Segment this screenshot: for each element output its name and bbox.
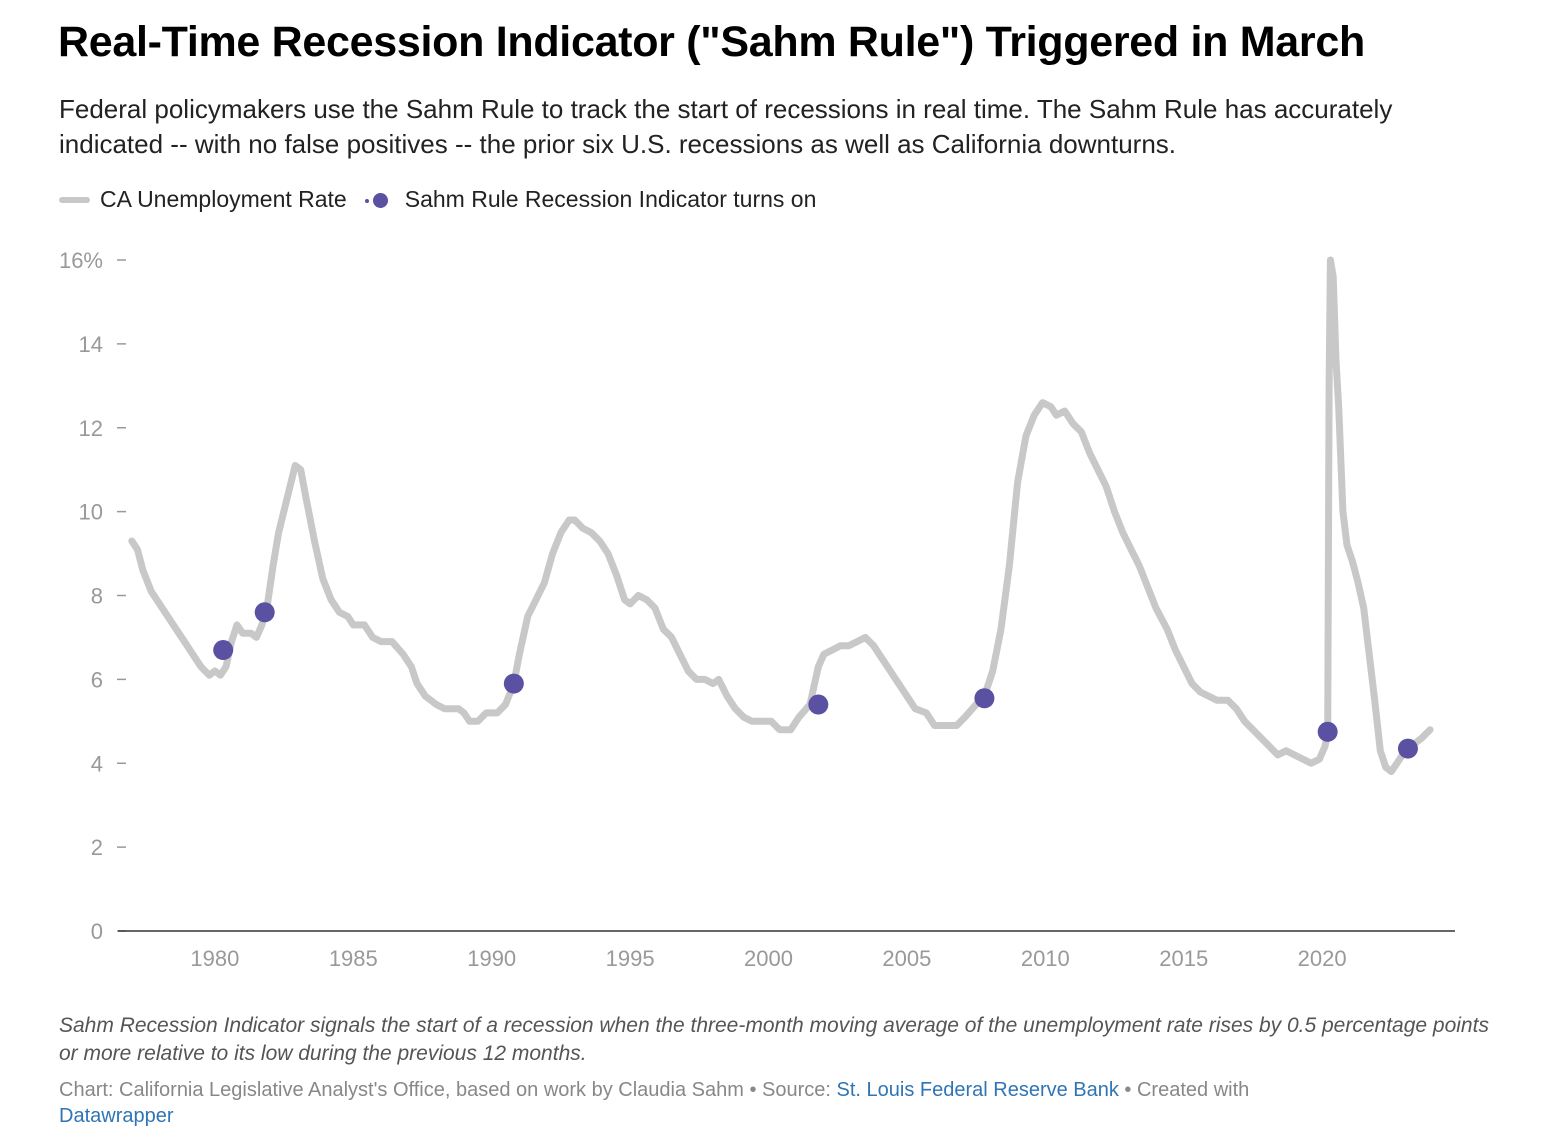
chart-credits: Chart: California Legislative Analyst's … [59,1077,1499,1129]
chart-title: Real-Time Recession Indicator ("Sahm Rul… [58,18,1365,66]
x-tick-label-1990: 1990 [467,946,516,971]
sahm-indicator-point-3 [503,673,524,694]
legend-dot-swatch [364,190,395,210]
sahm-indicator-point-5 [974,688,995,709]
sahm-indicator-point-1 [213,640,234,661]
y-tick-label-4: 4 [91,751,103,776]
chart-subtitle: Federal policymakers use the Sahm Rule t… [59,94,1393,159]
x-tick-label-1985: 1985 [329,946,378,971]
y-tick-label-0: 0 [91,919,103,944]
x-tick-label-2015: 2015 [1159,946,1208,971]
x-tick-label-2020: 2020 [1298,946,1347,971]
chart-note: Sahm Recession Indicator signals the sta… [59,1014,1489,1065]
legend-item-unemployment: CA Unemployment Rate [59,186,347,213]
legend: CA Unemployment Rate Sahm Rule Recession… [59,186,834,213]
y-tick-label-2: 2 [91,835,103,860]
y-tick-label-14: 14 [79,332,103,357]
x-tick-label-1995: 1995 [606,946,655,971]
legend-item-sahm-indicator: Sahm Rule Recession Indicator turns on [364,186,817,213]
credits-created-with: • Created with [1118,1079,1250,1101]
y-axis: 16% 14 12 10 8 6 4 2 0 [59,248,126,944]
line-chart: 16% 14 12 10 8 6 4 2 0 1980 1985 1990 1995 2000 2005 2… [59,248,1455,971]
x-tick-label-2005: 2005 [882,946,931,971]
legend-label-unemployment: CA Unemployment Rate [100,186,347,212]
legend-label-sahm-indicator: Sahm Rule Recession Indicator turns on [404,186,817,212]
x-tick-label-1980: 1980 [190,946,239,971]
x-tick-label-2010: 2010 [1021,946,1070,971]
y-tick-label-16: 16% [59,248,103,273]
series-line-ca-unemployment [128,256,1434,776]
y-tick-label-12: 12 [79,416,103,441]
sahm-indicator-point-2 [254,602,275,623]
series-layer [128,256,1434,776]
x-axis: 1980 1985 1990 1995 2000 2005 2010 2015 2020 [118,930,1455,971]
y-tick-label-10: 10 [79,500,103,525]
sahm-indicator-point-7 [1397,738,1418,759]
datawrapper-link[interactable]: Datawrapper [59,1105,174,1127]
sahm-indicator-point-6 [1317,721,1338,742]
source-link[interactable]: St. Louis Federal Reserve Bank [836,1079,1119,1101]
y-tick-label-6: 6 [91,667,103,692]
x-tick-label-2000: 2000 [744,946,793,971]
credits-text: Chart: California Legislative Analyst's … [59,1079,837,1101]
sahm-indicator-point-4 [808,694,829,715]
legend-line-swatch [59,196,90,203]
indicator-points-layer [213,602,1418,759]
y-tick-label-8: 8 [91,584,103,609]
